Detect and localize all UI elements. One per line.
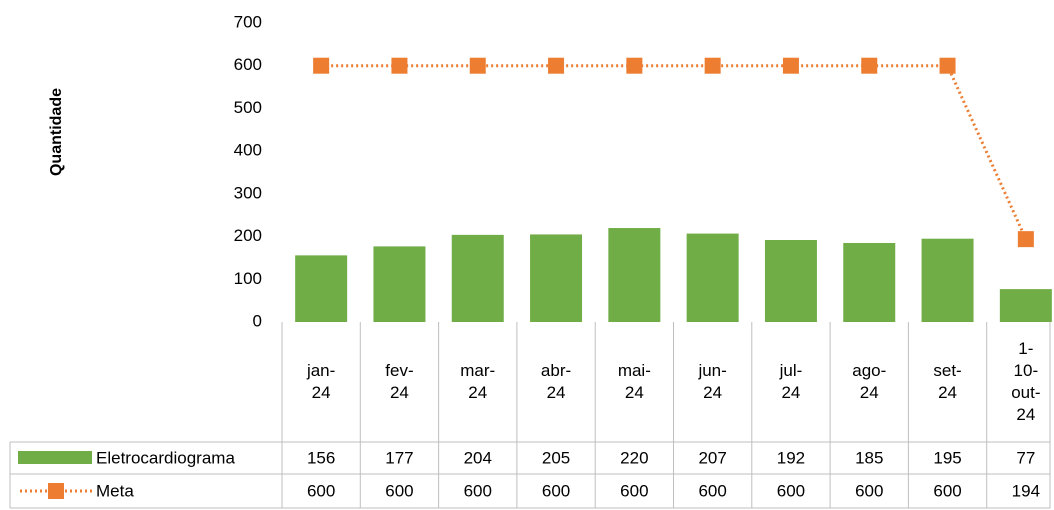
legend-label: Eletrocardiograma — [96, 448, 235, 467]
x-tick-label: jan-24 — [306, 361, 336, 402]
x-tick-label: abr-24 — [540, 361, 572, 402]
table-value: 600 — [385, 481, 413, 500]
table-value: 600 — [777, 481, 805, 500]
y-tick-label: 600 — [234, 55, 262, 74]
table-value: 177 — [385, 448, 413, 467]
table-value: 205 — [542, 448, 570, 467]
y-tick-label: 400 — [234, 141, 262, 160]
bar — [999, 289, 1052, 322]
bar — [921, 238, 974, 322]
table-value: 204 — [464, 448, 492, 467]
bar — [530, 234, 583, 322]
y-tick-label: 200 — [234, 226, 262, 245]
marker — [626, 57, 643, 74]
bar — [686, 233, 739, 322]
bar — [373, 246, 426, 322]
table-value: 207 — [698, 448, 726, 467]
x-tick-label: ago-24 — [852, 361, 887, 402]
table-value: 185 — [855, 448, 883, 467]
table-value: 600 — [307, 481, 335, 500]
x-tick-label: 1-10-out-24 — [1011, 339, 1041, 424]
x-tick-label: jun-24 — [698, 361, 727, 402]
x-tick-label: mar-24 — [460, 361, 496, 402]
line — [321, 64, 1028, 240]
y-axis-title: Quantidade — [48, 88, 65, 176]
marker — [861, 57, 878, 74]
table-value: 77 — [1016, 448, 1035, 467]
x-tick-label: set-24 — [933, 361, 962, 402]
table-value: 600 — [933, 481, 961, 500]
x-tick-label: jul-24 — [779, 361, 803, 402]
legend-swatch — [18, 451, 92, 464]
table-value: 600 — [698, 481, 726, 500]
y-tick-label: 700 — [234, 12, 262, 31]
y-tick-label: 300 — [234, 183, 262, 202]
table-value: 194 — [1012, 481, 1040, 500]
table-value: 600 — [620, 481, 648, 500]
table-value: 600 — [855, 481, 883, 500]
x-tick-label: mai-24 — [617, 361, 651, 402]
legend-label: Meta — [96, 481, 134, 500]
table-value: 156 — [307, 448, 335, 467]
bar — [764, 239, 817, 322]
marker — [939, 57, 956, 74]
bar — [843, 242, 896, 322]
y-tick-label: 100 — [234, 269, 262, 288]
marker — [469, 57, 486, 74]
bar — [608, 228, 661, 322]
y-tick-label: 500 — [234, 98, 262, 117]
y-tick-label: 0 — [253, 311, 262, 330]
x-tick-label: fev-24 — [385, 361, 414, 402]
bar — [451, 234, 504, 322]
table-value: 600 — [464, 481, 492, 500]
table-value: 192 — [777, 448, 805, 467]
marker — [782, 57, 799, 74]
marker — [313, 57, 330, 74]
bar — [295, 255, 348, 322]
table-value: 600 — [542, 481, 570, 500]
marker — [704, 57, 721, 74]
marker — [1017, 231, 1034, 248]
marker — [548, 57, 565, 74]
table-value: 220 — [620, 448, 648, 467]
legend-marker — [48, 483, 64, 499]
table-value: 195 — [933, 448, 961, 467]
marker — [391, 57, 408, 74]
